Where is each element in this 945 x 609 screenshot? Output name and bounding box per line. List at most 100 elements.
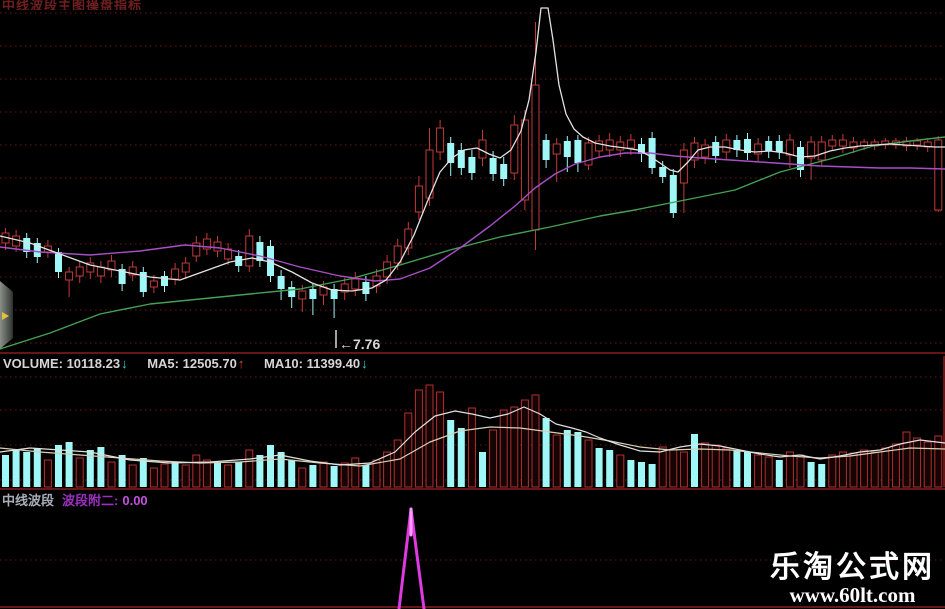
volume-bar <box>55 445 62 487</box>
volume-bar <box>414 389 423 488</box>
candle-body-up <box>75 266 84 277</box>
candle-body-up <box>171 268 180 280</box>
volume-bar <box>563 430 571 487</box>
volume-bar <box>679 451 688 488</box>
volume-bar <box>520 399 529 488</box>
left-scroll-tab[interactable] <box>0 281 13 349</box>
volume-bar <box>425 384 434 488</box>
volume-bar <box>923 441 932 488</box>
volume-bar <box>75 457 84 488</box>
candle-body-up <box>690 142 699 161</box>
ma5-group: MA5: 12505.70↑ <box>147 356 244 371</box>
candle-body-down <box>330 289 338 299</box>
candle-body-down <box>468 157 476 173</box>
volume-bar <box>574 432 582 487</box>
candle-body-up <box>595 140 604 152</box>
candle-body-up <box>107 260 116 271</box>
volume-bar <box>807 462 815 487</box>
volume-bar <box>33 448 41 487</box>
volume-bar <box>362 465 370 487</box>
candle-body-up <box>626 139 635 149</box>
candle-body-down <box>542 140 550 160</box>
volume-bar <box>139 458 147 487</box>
ma5-value: 12505.70 <box>182 356 237 371</box>
volume-bar <box>796 454 805 488</box>
candle-body-down <box>744 139 751 153</box>
volume-bar <box>43 459 52 488</box>
volume-bar <box>2 455 9 487</box>
candle-body-up <box>96 266 105 277</box>
candle-body-down <box>23 238 31 252</box>
candle-body-up <box>616 141 625 151</box>
volume-bar <box>489 429 498 488</box>
ma10-label: MA10: <box>263 356 303 371</box>
volume-bar <box>870 451 879 488</box>
volume-bar <box>202 459 211 488</box>
candle-body-down <box>563 141 571 157</box>
sub-indicator-bar: 中线波段 波段附二: 0.00 <box>2 490 148 509</box>
volume-bar <box>764 456 773 488</box>
volume-bar <box>245 449 254 488</box>
ma-purple-line <box>0 152 945 282</box>
candle-body-down <box>775 141 783 152</box>
candle-body-up <box>838 139 847 147</box>
volume-bar <box>733 450 741 487</box>
candle-body-up <box>192 242 201 257</box>
volume-bar <box>447 420 455 487</box>
candle-body-up <box>531 84 540 231</box>
volume-bar <box>309 465 317 487</box>
volume-bar <box>256 455 264 487</box>
volume-bar <box>12 450 20 487</box>
volume-bar <box>86 450 94 487</box>
volume-bar <box>891 443 900 488</box>
volume-bar <box>118 455 126 487</box>
volume-bar <box>828 454 837 488</box>
volume-bar <box>340 462 349 488</box>
volume-bar <box>23 452 31 487</box>
volume-bar <box>754 454 763 488</box>
ma5-label: MA5: <box>147 356 179 371</box>
ma-white-line <box>0 7 945 292</box>
volume-ma5-line <box>0 406 945 466</box>
candle-body-up <box>436 127 445 153</box>
volume-bar <box>457 428 465 487</box>
candle-body-up <box>520 119 529 201</box>
volume-bar <box>107 461 116 488</box>
candle-body-down <box>765 141 773 151</box>
volume-bar <box>181 464 190 488</box>
price-marker-label: ←7.76 <box>339 336 380 352</box>
watermark: 乐淘公式网 www.60lt.com <box>770 552 935 606</box>
candle-body-up <box>817 141 826 161</box>
volume-bar <box>531 394 540 488</box>
candle-body-up <box>584 142 593 166</box>
candle-body-down <box>309 289 317 299</box>
candle-body-up <box>785 139 794 156</box>
candle-body-down <box>267 246 274 276</box>
volume-bar <box>584 439 593 488</box>
volume-bar <box>860 449 869 488</box>
volume-bar <box>711 444 720 488</box>
ma10-value: 11399.40 <box>306 356 361 371</box>
volume-bar <box>881 447 890 488</box>
candle-body-down <box>362 282 370 294</box>
candle-body-down <box>797 147 804 170</box>
watermark-site-url: www.60lt.com <box>789 582 916 607</box>
candle-body-down <box>457 150 465 168</box>
candle-body-up <box>245 235 254 267</box>
volume-bar <box>913 437 922 488</box>
ma-green-line <box>0 136 945 350</box>
candle-body-up <box>552 143 561 155</box>
volume-info-bar: VOLUME: 10118.23↓ MA5: 12505.70↑ MA10: 1… <box>3 356 384 371</box>
volume-down-arrow-icon: ↓ <box>121 356 128 371</box>
candle-body-down <box>288 287 296 297</box>
candle-body-up <box>934 139 943 211</box>
candle-body-up <box>181 262 190 273</box>
volume-bar <box>722 447 731 488</box>
candle-body-down <box>489 158 497 174</box>
ma5-up-arrow-icon: ↑ <box>237 356 245 371</box>
candle-body-up <box>65 271 74 281</box>
volume-bar <box>214 463 221 487</box>
volume-bar <box>235 462 243 487</box>
volume-bar <box>595 448 603 487</box>
